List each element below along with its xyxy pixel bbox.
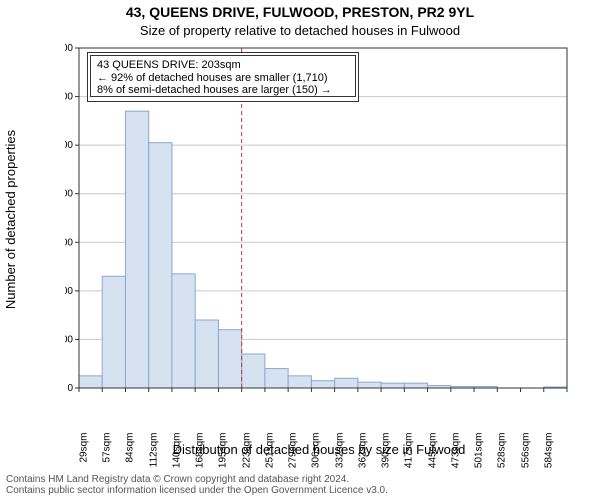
x-axis-label: Distribution of detached houses by size …	[65, 442, 573, 457]
svg-text:100: 100	[65, 334, 73, 345]
page-subtitle: Size of property relative to detached ho…	[0, 23, 600, 38]
info-line-1: 43 QUEENS DRIVE: 203sqm	[97, 59, 349, 72]
svg-text:200: 200	[65, 286, 73, 297]
svg-text:0: 0	[67, 383, 73, 394]
footer-line-1: Contains HM Land Registry data © Crown c…	[6, 474, 594, 485]
info-line-2: ← 92% of detached houses are smaller (1,…	[97, 72, 349, 85]
info-line-3: 8% of semi-detached houses are larger (1…	[97, 84, 349, 97]
footer-line-2: Contains public sector information licen…	[6, 485, 594, 496]
x-tick-labels: 29sqm57sqm84sqm112sqm140sqm168sqm195sqm2…	[65, 396, 573, 446]
page-title: 43, QUEENS DRIVE, FULWOOD, PRESTON, PR2 …	[0, 4, 600, 20]
svg-text:600: 600	[65, 92, 73, 103]
svg-text:700: 700	[65, 44, 73, 54]
svg-text:400: 400	[65, 189, 73, 200]
y-axis-label: Number of detached properties	[0, 44, 22, 394]
svg-text:300: 300	[65, 237, 73, 248]
info-box: 43 QUEENS DRIVE: 203sqm ← 92% of detache…	[87, 52, 359, 102]
svg-text:500: 500	[65, 140, 73, 151]
footer-attribution: Contains HM Land Registry data © Crown c…	[6, 474, 594, 496]
